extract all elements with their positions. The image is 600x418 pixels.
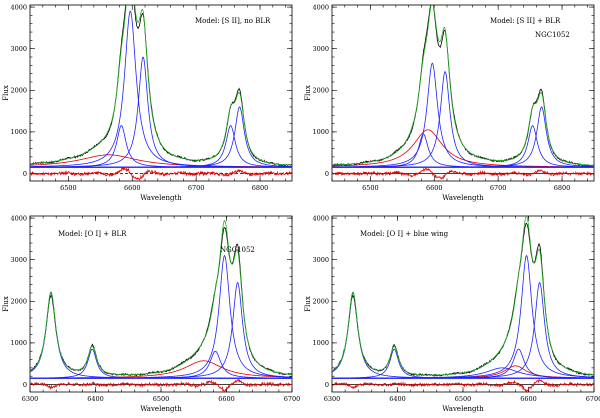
total-model [30, 220, 292, 376]
y-tick-label: 3000 [10, 256, 27, 264]
y-tick-label: 3000 [312, 45, 329, 53]
residual-curve [332, 378, 594, 392]
x-tick-label: 6800 [554, 184, 571, 192]
x-tick-label: 6300 [22, 395, 39, 403]
observed-spectrum [332, 5, 594, 167]
y-tick-label: 1000 [312, 339, 329, 347]
component-curve [332, 133, 594, 168]
y-tick-label: 4000 [312, 214, 329, 222]
component-curve [30, 125, 292, 168]
x-tick-label: 6700 [188, 184, 205, 192]
x-tick-label: 6600 [520, 395, 537, 403]
y-tick-label: 1000 [10, 339, 27, 347]
component-curve [30, 56, 292, 168]
x-tick-label: 6700 [490, 184, 507, 192]
y-tick-label: 2000 [312, 298, 329, 306]
x-tick-label: 6500 [153, 395, 170, 403]
x-tick-label: 6600 [218, 395, 235, 403]
y-tick-label: 4000 [10, 214, 27, 222]
x-axis-label: Wavelength [442, 405, 484, 413]
panel-oi-blr: 6300 6400 6500 6600 6700 0 1000 2000 3000 4000 Wav… [2, 214, 300, 413]
component-curve [332, 281, 594, 379]
component-curve [30, 360, 292, 379]
y-tick-label: 2000 [10, 298, 27, 306]
panel-annotation: NGC1052 [535, 31, 570, 39]
component-curve [332, 62, 594, 168]
panel-annotation: Model: [S II], no BLR [195, 17, 271, 25]
x-tick-label: 6300 [324, 395, 341, 403]
y-tick-label: 2000 [312, 87, 329, 95]
x-tick-label: 6600 [124, 184, 141, 192]
total-model [332, 5, 594, 166]
y-tick-label: 1000 [10, 128, 27, 136]
total-model [332, 216, 594, 376]
y-axis-label: Flux [304, 85, 312, 101]
y-axis-label: Flux [2, 85, 10, 101]
x-tick-label: 6600 [426, 184, 443, 192]
x-axis-label: Wavelength [140, 405, 182, 413]
x-axis-label: Wavelength [140, 194, 182, 202]
y-tick-label: 1000 [312, 128, 329, 136]
total-model [30, 5, 292, 166]
y-tick-label: 4000 [10, 3, 27, 11]
curves [332, 216, 594, 392]
residual-curve [332, 167, 594, 180]
curves [30, 5, 292, 181]
panel-annotation: NGC1052 [220, 246, 255, 254]
component-curve [332, 129, 594, 168]
plot-frame [331, 4, 595, 182]
component-curve [30, 254, 292, 379]
residual-curve [30, 166, 292, 181]
curves [30, 220, 292, 392]
y-tick-label: 0 [325, 381, 329, 389]
y-tick-label: 3000 [10, 45, 27, 53]
panel-sii-blr: 6500 6600 6700 6800 0 1000 2000 3000 4000 Wavelen… [304, 3, 595, 202]
y-tick-label: 0 [325, 170, 329, 178]
plot-frame [29, 4, 293, 182]
panel-annotation: Model: [O I] + BLR [58, 230, 127, 238]
y-tick-label: 0 [23, 170, 27, 178]
x-tick-label: 6400 [389, 395, 406, 403]
y-tick-label: 2000 [10, 87, 27, 95]
panel-annotation: Model: [S II] + BLR [490, 17, 561, 25]
x-tick-label: 6400 [87, 395, 104, 403]
x-tick-label: 6500 [60, 184, 77, 192]
x-tick-label: 6700 [284, 395, 301, 403]
y-tick-label: 4000 [312, 3, 329, 11]
x-axis-label: Wavelength [442, 194, 484, 202]
observed-spectrum [332, 222, 594, 377]
y-axis-label: Flux [2, 296, 10, 312]
residual-curve [30, 378, 292, 392]
component-curve [332, 254, 594, 379]
y-tick-label: 3000 [312, 256, 329, 264]
panel-oi-blue-wing: 6300 6400 6500 6600 6700 0 1000 2000 3000 4000 Wav… [304, 214, 600, 413]
panel-sii-no-blr: 6500 6600 6700 6800 0 1000 2000 3000 4000 Wavelen… [2, 3, 293, 202]
x-tick-label: 6500 [362, 184, 379, 192]
component-curve [30, 125, 292, 168]
panel-annotation: Model: [O I] + blue wing [360, 230, 449, 238]
x-tick-label: 6700 [586, 395, 600, 403]
component-curve [30, 281, 292, 379]
x-tick-label: 6800 [252, 184, 269, 192]
component-curve [30, 348, 292, 379]
y-axis-label: Flux [304, 296, 312, 312]
x-tick-label: 6500 [455, 395, 472, 403]
curves [332, 5, 594, 180]
y-tick-label: 0 [23, 381, 27, 389]
